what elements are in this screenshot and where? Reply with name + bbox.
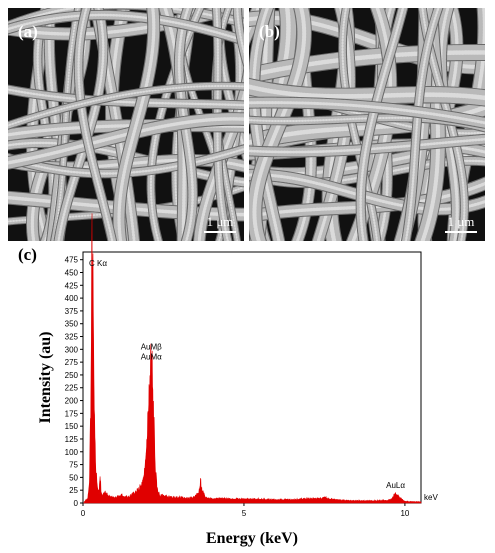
y-tick-label: 400 xyxy=(65,294,79,303)
panel-label-a: (a) xyxy=(18,22,38,41)
y-tick-label: 250 xyxy=(65,371,79,380)
spectrum-series xyxy=(83,213,422,504)
y-tick-label: 0 xyxy=(74,499,79,508)
peak-label-au-mb: AuMβ xyxy=(141,343,162,352)
y-tick-label: 25 xyxy=(69,486,78,495)
peak-label-c-ka: C Kα xyxy=(89,259,107,268)
y-tick-label: 350 xyxy=(65,320,79,329)
y-tick-label: 425 xyxy=(65,281,79,290)
scale-bar-b: 1 μm xyxy=(445,214,477,233)
y-tick-label: 325 xyxy=(65,333,79,342)
scale-bar-line xyxy=(445,231,477,233)
y-tick-label: 300 xyxy=(65,345,79,354)
fiber-network-image xyxy=(8,8,244,241)
scale-bar-line xyxy=(204,231,236,233)
scale-bar-text: 1 μm xyxy=(206,214,234,229)
y-tick-label: 150 xyxy=(65,422,79,431)
scale-bar-a: 1 μm xyxy=(204,214,236,233)
y-axis-title: Intensity (au) xyxy=(37,331,54,423)
panel-label-c: (c) xyxy=(18,245,37,264)
y-tick-label: 475 xyxy=(65,256,79,265)
peak-label-au-la: AuLα xyxy=(386,481,405,490)
x-tick-label: 5 xyxy=(242,509,247,518)
y-tick-label: 275 xyxy=(65,358,79,367)
x-tick-label: 10 xyxy=(400,509,409,518)
y-tick-label: 100 xyxy=(65,448,79,457)
peak-label-au-ma: AuMα xyxy=(141,353,162,362)
sem-image-b: (b) 1 μm xyxy=(249,8,485,241)
y-tick-label: 175 xyxy=(65,409,79,418)
x-tick-label: 0 xyxy=(81,509,86,518)
x-unit-label: keV xyxy=(424,493,438,502)
scale-bar-text: 1 μm xyxy=(447,214,475,229)
plot-frame xyxy=(82,251,422,504)
y-tick-label: 200 xyxy=(65,397,79,406)
y-tick-label: 75 xyxy=(69,461,78,470)
y-tick-label: 225 xyxy=(65,384,79,393)
panel-label-b: (b) xyxy=(259,22,280,41)
y-tick-label: 50 xyxy=(69,473,78,482)
fiber-network-image xyxy=(249,8,485,241)
sem-image-a: (a) 1 μm xyxy=(8,8,244,241)
y-tick-label: 125 xyxy=(65,435,79,444)
y-tick-label: 450 xyxy=(65,268,79,277)
x-axis-title: Energy (keV) xyxy=(206,530,298,547)
y-tick-label: 375 xyxy=(65,307,79,316)
